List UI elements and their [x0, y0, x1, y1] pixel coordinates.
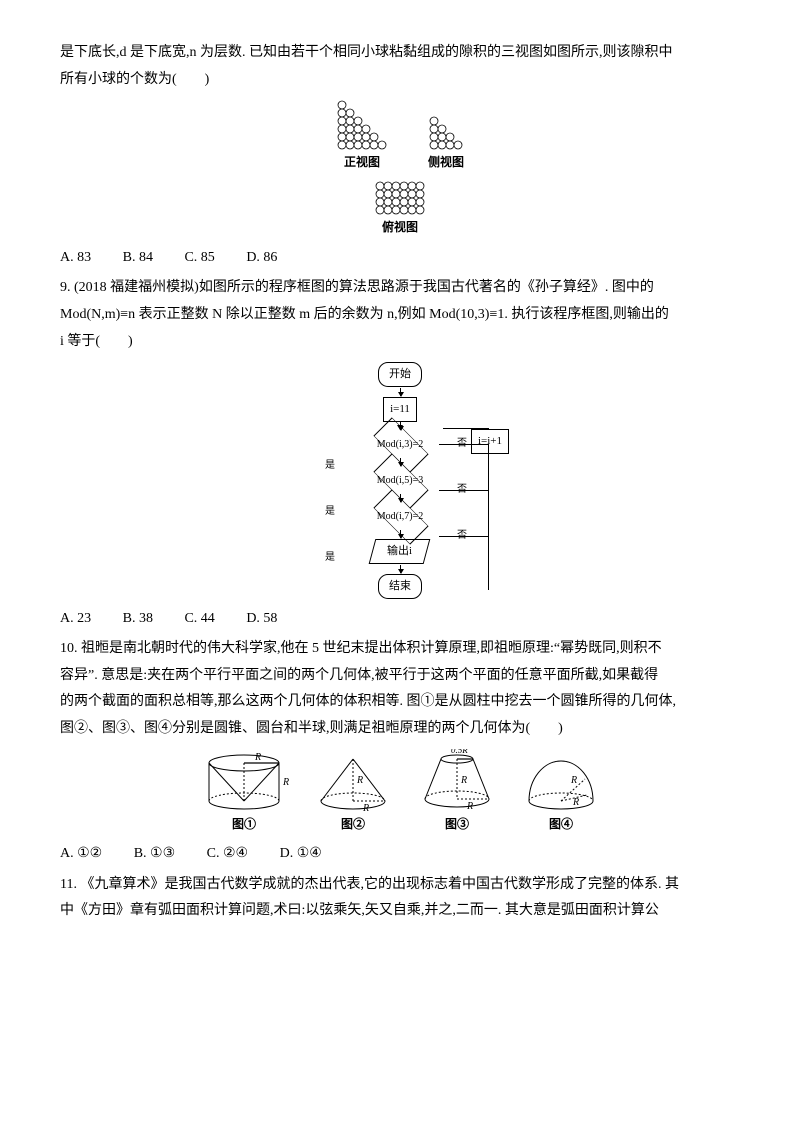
- q8-front-label: 正视图: [344, 151, 380, 174]
- q11-p1: 11. 《九章算术》是我国古代数学成就的杰出代表,它的出现标志着中国古代数学形成…: [60, 877, 679, 892]
- flow-end: 结束: [378, 574, 422, 599]
- q10-options: A. ①② B. ①③ C. ②④ D. ①④: [60, 841, 740, 868]
- q9-text: 9. (2018 福建福州模拟)如图所示的程序框图的算法思路源于我国古代著名的《…: [60, 275, 740, 355]
- q8-side-label: 侧视图: [428, 151, 464, 174]
- q10-p1: 10. 祖暅是南北朝时代的伟大科学家,他在 5 世纪末提出体积计算原理,即祖暅原…: [60, 641, 662, 656]
- svg-text:0.5R: 0.5R: [451, 749, 468, 755]
- svg-text:R: R: [282, 777, 289, 788]
- flow-output: 输出i: [369, 539, 431, 564]
- q11-p2: 中《方田》章有弧田面积计算问题,术曰:以弦乘矢,矢又自乘,并之,二而一. 其大意…: [60, 903, 659, 918]
- q8-opt-a: A. 83: [60, 250, 91, 265]
- flow-d1: Mod(i,3)=2: [365, 430, 435, 458]
- q9-opt-c: C. 44: [184, 611, 214, 626]
- q10-lbl-2: 图②: [341, 813, 365, 836]
- svg-text:R: R: [570, 775, 577, 786]
- flow-d2: Mod(i,5)=3: [365, 466, 435, 494]
- q10-figure: R R 图① R R 图②: [60, 749, 740, 836]
- q10-solid-4: R R 图④: [521, 753, 601, 836]
- flow-inc: i=i+1: [471, 429, 509, 454]
- q10-p4: 图②、图③、图④分别是圆锥、圆台和半球,则满足祖暅原理的两个几何体为( ): [60, 721, 563, 736]
- q10-opt-b: B. ①③: [134, 846, 175, 861]
- document-page: 是下底长,d 是下底宽,n 为层数. 已知由若干个相同小球粘黏组成的隙积的三视图…: [0, 0, 800, 1132]
- q8-front-view: 正视图: [336, 99, 388, 174]
- q10-solid-2: R R 图②: [313, 753, 393, 836]
- svg-text:R: R: [572, 797, 579, 808]
- q10-lbl-4: 图④: [549, 813, 573, 836]
- q10-lbl-1: 图①: [232, 813, 256, 836]
- flow-start: 开始: [378, 362, 422, 387]
- q9-line1: 9. (2018 福建福州模拟)如图所示的程序框图的算法思路源于我国古代著名的《…: [60, 280, 654, 295]
- flow-d3-yes: 是: [325, 548, 335, 567]
- q10-p3: 的两个截面的面积总相等,那么这两个几何体的体积相等. 图①是从圆柱中挖去一个圆锥…: [60, 694, 676, 709]
- flow-init: i=11: [383, 397, 417, 422]
- svg-text:R: R: [466, 801, 473, 812]
- q9-flowchart: 开始 i=11 i=i+1: [60, 361, 740, 599]
- q10-opt-a: A. ①②: [60, 846, 102, 861]
- q9-opt-a: A. 23: [60, 611, 91, 626]
- q8-top-label: 俯视图: [382, 216, 418, 239]
- svg-text:R: R: [254, 753, 261, 763]
- q10-solid-1: R R 图①: [199, 753, 289, 836]
- q8-opt-c: C. 85: [184, 250, 214, 265]
- q10-opt-c: C. ②④: [207, 846, 248, 861]
- flow-d2-yes: 是: [325, 502, 335, 521]
- svg-text:R: R: [460, 775, 467, 786]
- q9-options: A. 23 B. 38 C. 44 D. 58: [60, 606, 740, 633]
- q9-opt-b: B. 38: [123, 611, 153, 626]
- q8-opt-d: D. 86: [246, 250, 277, 265]
- q10-opt-d: D. ①④: [280, 846, 322, 861]
- q8-options: A. 83 B. 84 C. 85 D. 86: [60, 245, 740, 272]
- flow-d1-yes: 是: [325, 456, 335, 475]
- q8-top-view: 俯视图: [374, 180, 426, 239]
- q8-opt-b: B. 84: [123, 250, 153, 265]
- q8-side-view: 侧视图: [428, 115, 464, 174]
- q10-solid-3: 0.5R R R 图③: [417, 749, 497, 836]
- q8-figure: 正视图 侧视图 俯视图: [60, 99, 740, 239]
- q8-continued: 是下底长,d 是下底宽,n 为层数. 已知由若干个相同小球粘黏组成的隙积的三视图…: [60, 40, 740, 93]
- q11-text: 11. 《九章算术》是我国古代数学成就的杰出代表,它的出现标志着中国古代数学形成…: [60, 872, 740, 925]
- flow-d3: Mod(i,7)=2: [365, 502, 435, 530]
- q8-text-1: 是下底长,d 是下底宽,n 为层数. 已知由若干个相同小球粘黏组成的隙积的三视图…: [60, 45, 673, 60]
- q9-line3: i 等于( ): [60, 334, 133, 349]
- svg-text:R: R: [362, 803, 369, 813]
- q9-line2: Mod(N,m)≡n 表示正整数 N 除以正整数 m 后的余数为 n,例如 Mo…: [60, 307, 669, 322]
- q10-text: 10. 祖暅是南北朝时代的伟大科学家,他在 5 世纪末提出体积计算原理,即祖暅原…: [60, 636, 740, 742]
- q10-lbl-3: 图③: [445, 813, 469, 836]
- q10-p2: 容异”. 意思是:夹在两个平行平面之间的两个几何体,被平行于这两个平面的任意平面…: [60, 668, 658, 683]
- q9-opt-d: D. 58: [246, 611, 277, 626]
- q8-text-2: 所有小球的个数为( ): [60, 72, 209, 87]
- svg-text:R: R: [356, 775, 363, 786]
